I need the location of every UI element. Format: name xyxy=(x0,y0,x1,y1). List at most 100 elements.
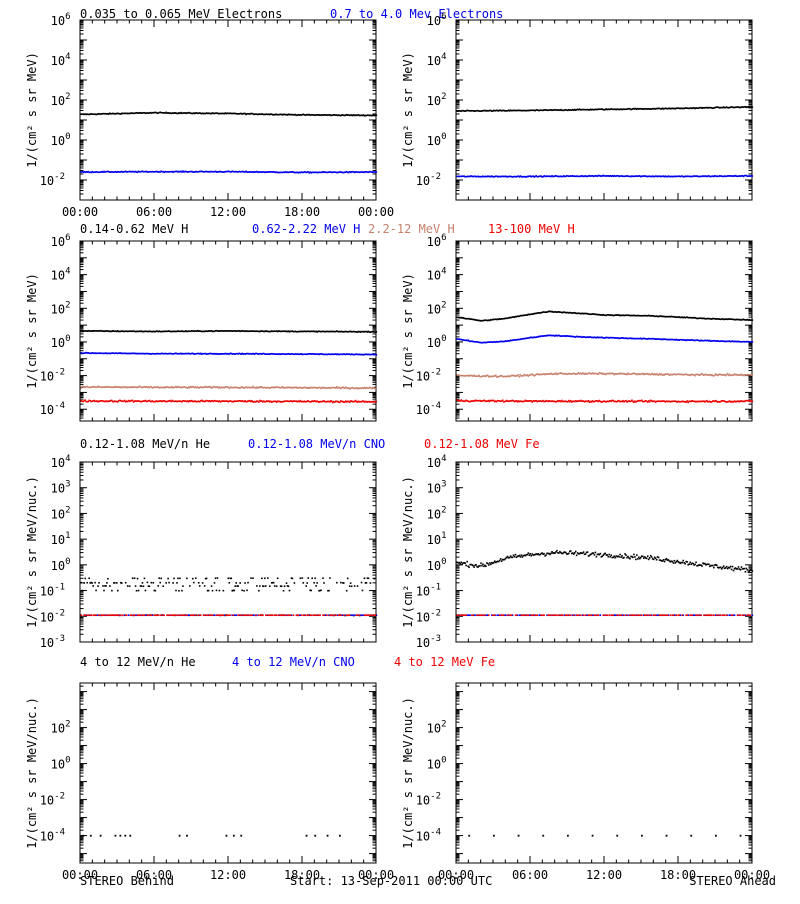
legend-entry: 4 to 12 MeV Fe xyxy=(394,655,495,669)
data-point xyxy=(158,577,160,579)
data-point xyxy=(80,387,82,389)
data-point xyxy=(276,585,278,587)
data-point xyxy=(144,578,146,580)
data-point xyxy=(217,577,219,579)
data-point xyxy=(361,582,363,584)
data-point xyxy=(211,585,213,587)
data-point xyxy=(199,585,201,587)
data-point xyxy=(234,585,236,587)
data-point xyxy=(292,578,294,580)
data-point xyxy=(374,578,376,580)
data-point xyxy=(92,585,94,587)
data-point xyxy=(80,582,82,584)
series-3 xyxy=(80,399,377,403)
data-point xyxy=(175,590,177,592)
data-point xyxy=(193,582,195,584)
data-point xyxy=(176,582,178,584)
data-point xyxy=(376,331,378,333)
data-point xyxy=(241,590,243,592)
series-0 xyxy=(456,310,753,321)
data-point xyxy=(269,585,271,587)
y-tick-label: 104 xyxy=(51,267,71,283)
data-point xyxy=(306,582,308,584)
data-point xyxy=(376,388,378,390)
y-tick-label: 10-2 xyxy=(40,368,65,384)
data-point xyxy=(243,590,245,592)
data-point xyxy=(162,585,164,587)
data-point xyxy=(212,590,214,592)
data-point xyxy=(274,585,276,587)
series-0 xyxy=(456,106,753,112)
y-tick-label: 10-1 xyxy=(40,583,65,599)
data-point xyxy=(114,582,116,584)
data-point xyxy=(186,578,188,580)
data-point xyxy=(259,585,261,587)
y-axis-label: 1/(cm² s sr MeV) xyxy=(25,52,39,168)
data-point xyxy=(204,585,206,587)
y-tick-label: 100 xyxy=(427,132,447,148)
data-point xyxy=(368,577,370,579)
data-point xyxy=(145,590,147,592)
data-point xyxy=(129,585,131,587)
data-point xyxy=(95,590,97,592)
data-point xyxy=(159,582,161,584)
y-axis-label: 1/(cm² s sr MeV) xyxy=(401,273,415,389)
data-point xyxy=(91,582,93,584)
data-point xyxy=(519,376,521,378)
data-point xyxy=(97,585,99,587)
data-point xyxy=(302,577,304,579)
data-point xyxy=(151,582,153,584)
data-point xyxy=(215,577,217,579)
data-point xyxy=(286,582,288,584)
data-point xyxy=(289,590,291,592)
y-tick-label: 10-4 xyxy=(40,401,65,417)
data-point xyxy=(127,585,129,587)
y-tick-label: 10-2 xyxy=(40,172,65,188)
data-point xyxy=(98,582,100,584)
data-point xyxy=(258,401,260,403)
data-point xyxy=(752,175,754,177)
data-point xyxy=(727,373,729,375)
data-point xyxy=(233,590,235,592)
data-point xyxy=(649,401,651,403)
data-point xyxy=(179,578,181,580)
data-point xyxy=(261,578,263,580)
y-tick-label: 100 xyxy=(427,334,447,350)
series-1 xyxy=(80,352,377,356)
y-tick-label: 10-3 xyxy=(40,634,65,650)
data-point xyxy=(300,577,302,579)
data-point xyxy=(94,582,96,584)
data-point xyxy=(376,354,378,356)
y-tick-label: 102 xyxy=(427,92,447,108)
data-point xyxy=(686,400,688,402)
y-tick-label: 100 xyxy=(51,132,71,148)
data-point xyxy=(132,400,134,402)
data-point xyxy=(588,400,590,402)
series-0 xyxy=(80,330,377,333)
data-point xyxy=(214,582,216,584)
data-point xyxy=(105,585,107,587)
x-tick-label: 00:00 xyxy=(62,205,98,219)
data-point xyxy=(247,582,249,584)
data-point xyxy=(177,578,179,580)
y-axis-label: 1/(cm² s sr MeV) xyxy=(401,52,415,168)
data-point xyxy=(256,585,258,587)
data-point xyxy=(235,582,237,584)
data-point xyxy=(239,582,241,584)
y-tick-label: 10-2 xyxy=(40,608,65,624)
data-point xyxy=(117,590,119,592)
data-point xyxy=(267,577,269,579)
data-point xyxy=(343,582,345,584)
data-point xyxy=(102,585,104,587)
y-tick-label: 106 xyxy=(427,12,447,28)
data-point xyxy=(362,590,364,592)
data-point xyxy=(366,582,368,584)
series-1 xyxy=(456,175,753,178)
data-point xyxy=(258,590,260,592)
series-0 xyxy=(80,577,377,616)
data-point xyxy=(316,582,318,584)
y-tick-label: 106 xyxy=(51,12,71,28)
